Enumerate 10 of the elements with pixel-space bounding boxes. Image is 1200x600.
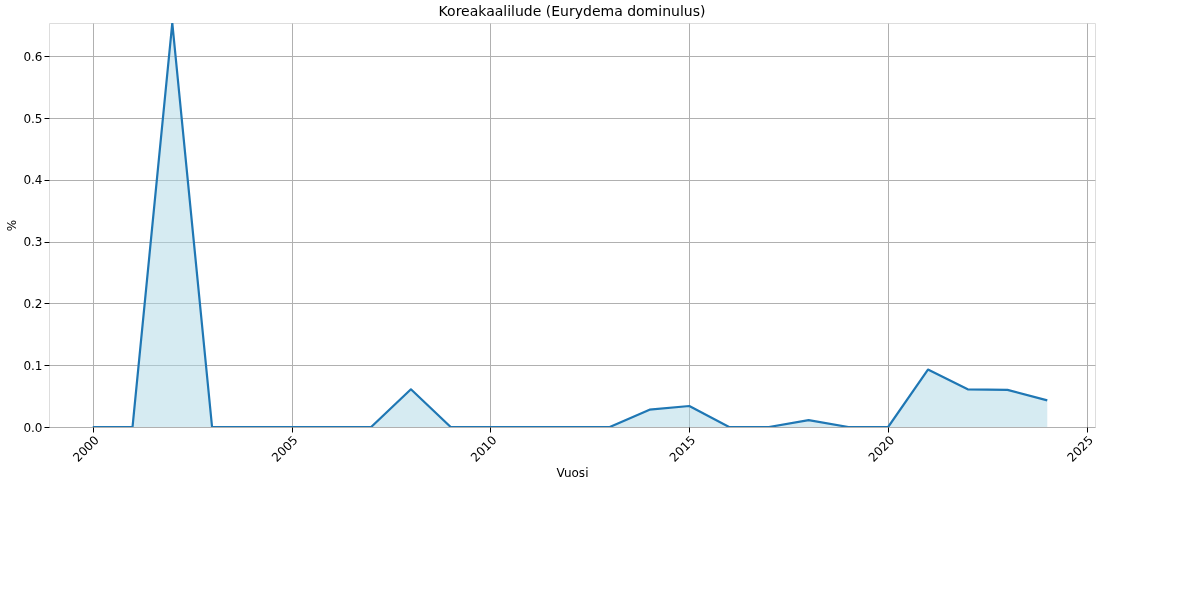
chart-title: Koreakaalilude (Eurydema dominulus)	[438, 3, 706, 19]
y-tick-label: 0.4	[23, 173, 43, 188]
x-axis-title: Vuosi	[556, 465, 589, 480]
y-tick-label: 0.3	[23, 235, 43, 250]
y-tick-label: 0.1	[23, 358, 43, 373]
y-tick-label: 0.5	[23, 111, 43, 126]
y-tick-label: 0.6	[23, 49, 43, 64]
y-tick-label: 0.0	[23, 420, 43, 435]
y-axis-title: %	[5, 219, 20, 232]
y-tick-label: 0.2	[23, 296, 43, 311]
